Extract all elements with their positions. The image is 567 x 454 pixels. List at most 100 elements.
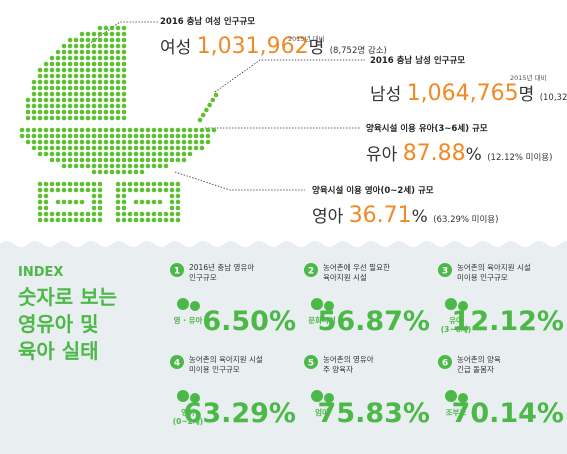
note-top: 2015년 대비 bbox=[288, 35, 325, 43]
dot bbox=[43, 109, 49, 115]
dot bbox=[97, 151, 103, 157]
num-badge bbox=[438, 263, 452, 277]
dot bbox=[109, 127, 115, 133]
dot bbox=[109, 133, 115, 139]
dot bbox=[115, 145, 121, 151]
dot bbox=[193, 139, 199, 145]
dot bbox=[103, 55, 109, 61]
dot bbox=[43, 187, 49, 193]
dot bbox=[43, 103, 49, 109]
dot bbox=[37, 139, 43, 145]
dot bbox=[175, 127, 181, 133]
dot bbox=[109, 157, 115, 163]
dot bbox=[85, 151, 91, 157]
dot bbox=[55, 181, 61, 187]
dot bbox=[103, 109, 109, 115]
icon bbox=[324, 393, 334, 403]
dot bbox=[79, 103, 85, 109]
dot bbox=[139, 181, 145, 187]
dot bbox=[115, 43, 121, 49]
dot bbox=[43, 145, 49, 151]
dot bbox=[73, 115, 79, 121]
dot bbox=[115, 115, 121, 121]
dot bbox=[145, 145, 151, 151]
dot bbox=[73, 151, 79, 157]
note: (12.12% 미이용) bbox=[487, 153, 553, 163]
icon bbox=[190, 301, 200, 311]
dot bbox=[115, 169, 121, 175]
dot bbox=[115, 193, 121, 199]
icon bbox=[311, 298, 323, 310]
dot bbox=[115, 163, 121, 169]
dot bbox=[109, 115, 115, 121]
dot bbox=[61, 55, 67, 61]
dot bbox=[115, 109, 121, 115]
dot bbox=[73, 85, 79, 91]
dot bbox=[73, 79, 79, 85]
dot bbox=[121, 91, 127, 97]
dot bbox=[67, 43, 73, 49]
dot bbox=[109, 145, 115, 151]
dot bbox=[157, 211, 163, 217]
dot bbox=[97, 79, 103, 85]
dot bbox=[55, 73, 61, 79]
dot bbox=[43, 115, 49, 121]
dot bbox=[37, 133, 43, 139]
dot bbox=[175, 139, 181, 145]
dot bbox=[199, 133, 205, 139]
dot bbox=[85, 115, 91, 121]
dot bbox=[151, 133, 157, 139]
dot bbox=[133, 163, 139, 169]
dot bbox=[49, 79, 55, 85]
dot bbox=[85, 31, 91, 37]
dot bbox=[49, 67, 55, 73]
dot bbox=[85, 91, 91, 97]
stroller bbox=[19, 25, 219, 223]
value: 87.88 bbox=[402, 141, 466, 166]
dot bbox=[103, 25, 109, 31]
dot bbox=[85, 211, 91, 217]
dot bbox=[127, 211, 133, 217]
dot bbox=[97, 139, 103, 145]
dot bbox=[127, 187, 133, 193]
dot bbox=[181, 145, 187, 151]
dot bbox=[73, 49, 79, 55]
dot bbox=[109, 103, 115, 109]
dot bbox=[25, 97, 31, 103]
dot bbox=[157, 133, 163, 139]
dot bbox=[115, 67, 121, 73]
dot bbox=[109, 97, 115, 103]
dot bbox=[157, 127, 163, 133]
item-text: 미이용 인구규모 bbox=[457, 272, 508, 282]
dot bbox=[207, 102, 212, 108]
dot bbox=[67, 49, 73, 55]
dot bbox=[91, 187, 97, 193]
dot bbox=[175, 205, 181, 211]
dot bbox=[151, 217, 157, 223]
dot bbox=[121, 133, 127, 139]
dot bbox=[103, 73, 109, 79]
dot bbox=[85, 61, 91, 67]
dot bbox=[55, 91, 61, 97]
dot bbox=[115, 37, 121, 43]
dot bbox=[145, 127, 151, 133]
dot bbox=[139, 217, 145, 223]
dot bbox=[205, 133, 211, 139]
dot bbox=[79, 139, 85, 145]
dot bbox=[133, 145, 139, 151]
dot bbox=[31, 79, 37, 85]
dot bbox=[115, 85, 121, 91]
dot bbox=[157, 163, 163, 169]
dot bbox=[61, 187, 67, 193]
dot bbox=[55, 199, 61, 205]
dot bbox=[145, 211, 151, 217]
dot bbox=[85, 139, 91, 145]
dot bbox=[151, 181, 157, 187]
index-title: 숫자로 보는 bbox=[18, 285, 117, 309]
dot bbox=[25, 115, 31, 121]
dot bbox=[97, 127, 103, 133]
dot bbox=[91, 205, 97, 211]
dot bbox=[49, 97, 55, 103]
label: 남성 bbox=[370, 85, 402, 105]
num: 2 bbox=[308, 267, 314, 277]
